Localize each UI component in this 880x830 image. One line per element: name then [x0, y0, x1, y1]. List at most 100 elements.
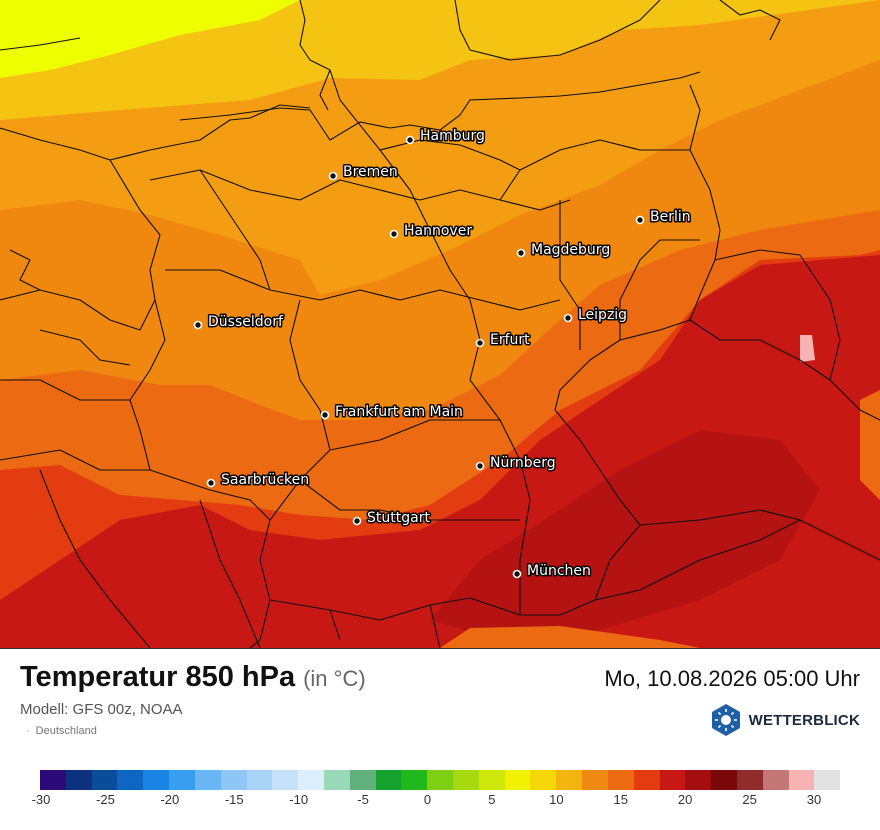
legend-swatch — [427, 770, 453, 790]
legend-swatch — [117, 770, 144, 790]
city-dot — [512, 569, 522, 579]
unit-label: (in °C) — [303, 666, 366, 691]
city-label: Leipzig — [578, 307, 627, 323]
legend-swatch — [736, 770, 763, 790]
legend-swatch — [504, 770, 531, 790]
city-dot — [389, 229, 399, 239]
city-dot — [475, 461, 485, 471]
city-dot — [206, 478, 216, 488]
model-info: Modell: GFS 00z, NOAA — [20, 701, 183, 718]
legend-tick-label: 0 — [423, 792, 432, 807]
city-nuernberg[interactable]: Nürnberg — [475, 454, 557, 473]
city-dot — [475, 338, 485, 348]
bullet-icon: · — [26, 725, 30, 737]
city-label: Bremen — [343, 164, 398, 180]
city-frankfurt[interactable]: Frankfurt am Main — [320, 403, 464, 422]
city-muenchen[interactable]: München — [512, 562, 592, 581]
brand-logo[interactable]: WETTERBLICK — [709, 703, 860, 737]
legend-swatch — [582, 770, 608, 790]
legend-swatch — [375, 770, 402, 790]
city-hannover[interactable]: Hannover — [389, 222, 474, 241]
country-borders — [0, 0, 880, 648]
legend-tick-label: -10 — [289, 792, 309, 807]
legend-tick-label: 30 — [806, 792, 822, 807]
legend-swatch — [91, 770, 118, 790]
legend-swatch — [323, 770, 350, 790]
legend-tick-label: -20 — [160, 792, 180, 807]
legend-swatch — [453, 770, 479, 790]
city-label: Hannover — [404, 223, 472, 239]
legend-swatch — [478, 770, 505, 790]
temperature-map[interactable]: Hamburg Bremen Hannover Berlin Magdeburg… — [0, 0, 880, 649]
city-dot — [516, 248, 526, 258]
city-dot — [328, 171, 338, 181]
temp-band-deepred — [430, 430, 820, 640]
city-saarbruecken[interactable]: Saarbrücken — [206, 471, 311, 490]
city-dot — [352, 516, 362, 526]
city-dot — [193, 320, 203, 330]
north-sea — [0, 37, 701, 141]
legend-swatch — [40, 770, 66, 790]
legend-tick-label: 10 — [549, 792, 564, 807]
region-label: · Deutschland — [26, 725, 97, 737]
map-title: Temperatur 850 hPa (in °C) — [20, 661, 366, 694]
legend-tick-label: -25 — [96, 792, 115, 807]
legend-swatch — [246, 770, 273, 790]
legend-swatch — [685, 770, 712, 790]
legend-swatch — [711, 770, 737, 790]
forecast-datetime: Mo, 10.08.2026 05:00 Uhr — [604, 666, 860, 691]
city-duesseldorf[interactable]: Düsseldorf — [193, 313, 285, 332]
city-dot — [320, 410, 330, 420]
city-markers: Hamburg Bremen Hannover Berlin Magdeburg… — [193, 127, 692, 581]
legend-swatch — [788, 770, 815, 790]
legend-swatch — [814, 770, 841, 790]
city-berlin[interactable]: Berlin — [635, 208, 692, 227]
weather-logo-icon — [711, 704, 740, 736]
city-leipzig[interactable]: Leipzig — [563, 306, 629, 325]
legend-tick-label: 5 — [488, 792, 496, 807]
legend-swatch — [194, 770, 221, 790]
city-magdeburg[interactable]: Magdeburg — [516, 241, 612, 260]
legend-swatch — [65, 770, 92, 790]
legend-swatch — [349, 770, 376, 790]
brand-name: WETTERBLICK — [748, 711, 860, 729]
city-label: Düsseldorf — [208, 314, 284, 330]
city-hamburg[interactable]: Hamburg — [405, 127, 486, 146]
city-erfurt[interactable]: Erfurt — [475, 331, 532, 350]
legend-swatch — [298, 770, 324, 790]
city-label: Stuttgart — [367, 510, 430, 526]
legend-swatch — [143, 770, 170, 790]
city-dot — [563, 313, 573, 323]
city-dot — [635, 215, 645, 225]
temp-band-east-pink — [800, 335, 815, 362]
region-text: Deutschland — [35, 725, 97, 737]
city-stuttgart[interactable]: Stuttgart — [352, 509, 432, 528]
color-legend — [40, 770, 841, 790]
city-label: Frankfurt am Main — [335, 404, 463, 420]
city-label: München — [527, 563, 591, 579]
legend-swatch — [556, 770, 583, 790]
legend-swatch — [401, 770, 428, 790]
city-label: Saarbrücken — [221, 472, 309, 488]
city-bremen[interactable]: Bremen — [328, 163, 399, 182]
temp-band-yellow — [0, 0, 300, 78]
legend-ticks: -30 -25 -20 -15 -10 -5 0 5 10 15 20 25 30 — [0, 792, 880, 812]
temp-band-south-orange — [440, 626, 700, 648]
legend-swatch — [607, 770, 634, 790]
city-label: Erfurt — [490, 332, 530, 348]
legend-tick-label: -5 — [357, 792, 369, 807]
city-label: Hamburg — [420, 128, 485, 144]
legend-tick-label: 25 — [742, 792, 757, 807]
legend-tick-label: 15 — [613, 792, 628, 807]
city-dot — [405, 135, 415, 145]
city-label: Nürnberg — [490, 455, 556, 471]
legend-swatch — [220, 770, 247, 790]
title-text: Temperatur 850 hPa — [20, 661, 296, 693]
city-label: Berlin — [650, 209, 691, 225]
legend-swatch — [169, 770, 195, 790]
map-footer: Temperatur 850 hPa (in °C) Mo, 10.08.2026… — [0, 649, 880, 830]
legend-swatch — [530, 770, 557, 790]
city-label: Magdeburg — [531, 242, 610, 258]
legend-swatch — [633, 770, 660, 790]
legend-swatch — [762, 770, 789, 790]
